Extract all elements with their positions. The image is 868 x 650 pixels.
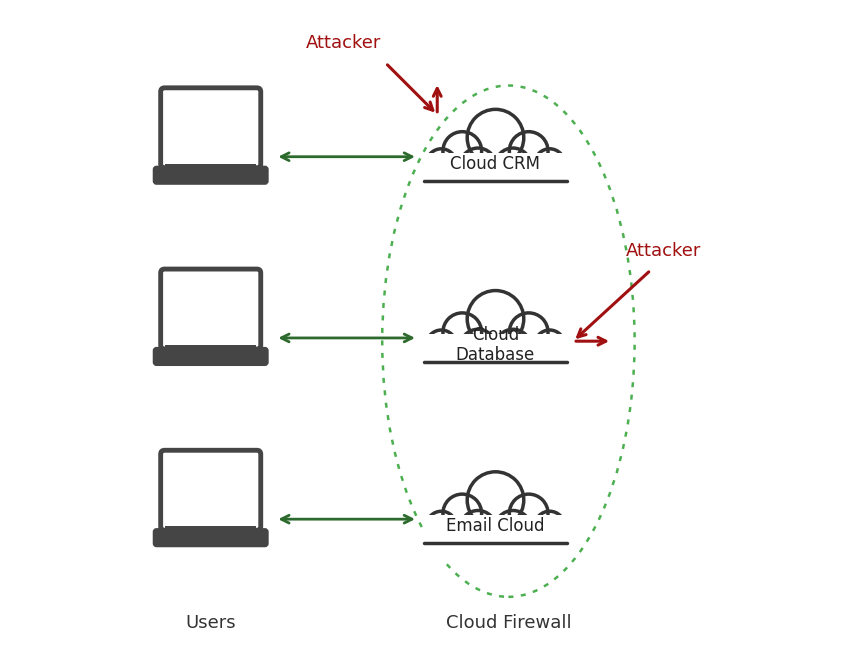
Circle shape <box>460 510 496 546</box>
Circle shape <box>535 512 564 541</box>
Circle shape <box>510 494 548 533</box>
Circle shape <box>535 330 564 360</box>
Circle shape <box>460 148 496 184</box>
FancyBboxPatch shape <box>161 269 260 349</box>
Circle shape <box>535 149 564 179</box>
Circle shape <box>443 132 482 170</box>
Text: Users: Users <box>186 614 236 632</box>
FancyBboxPatch shape <box>154 348 267 365</box>
Circle shape <box>495 330 531 365</box>
FancyBboxPatch shape <box>161 88 260 168</box>
Text: Cloud CRM: Cloud CRM <box>450 155 541 173</box>
FancyBboxPatch shape <box>161 450 260 530</box>
Bar <box>166 164 256 170</box>
Text: Cloud
Database: Cloud Database <box>456 326 535 364</box>
Circle shape <box>443 313 482 352</box>
Circle shape <box>510 132 548 170</box>
Circle shape <box>460 330 496 365</box>
Bar <box>424 515 567 551</box>
Circle shape <box>467 472 523 528</box>
Circle shape <box>443 494 482 533</box>
Circle shape <box>467 109 523 166</box>
Text: Attacker: Attacker <box>306 34 381 53</box>
Bar <box>422 352 569 380</box>
FancyBboxPatch shape <box>154 529 267 546</box>
Bar <box>424 153 567 188</box>
Bar <box>166 526 256 532</box>
Bar <box>166 345 256 351</box>
Circle shape <box>426 330 457 360</box>
Circle shape <box>495 148 531 184</box>
Bar <box>422 170 569 199</box>
Bar <box>422 533 569 561</box>
Text: Attacker: Attacker <box>626 242 701 259</box>
Circle shape <box>467 291 523 347</box>
Circle shape <box>510 313 548 352</box>
Circle shape <box>426 512 457 541</box>
Circle shape <box>495 510 531 546</box>
Text: Email Cloud: Email Cloud <box>446 517 545 535</box>
Text: Cloud Firewall: Cloud Firewall <box>445 614 571 632</box>
Circle shape <box>426 149 457 179</box>
Bar <box>424 333 567 369</box>
FancyBboxPatch shape <box>154 167 267 183</box>
